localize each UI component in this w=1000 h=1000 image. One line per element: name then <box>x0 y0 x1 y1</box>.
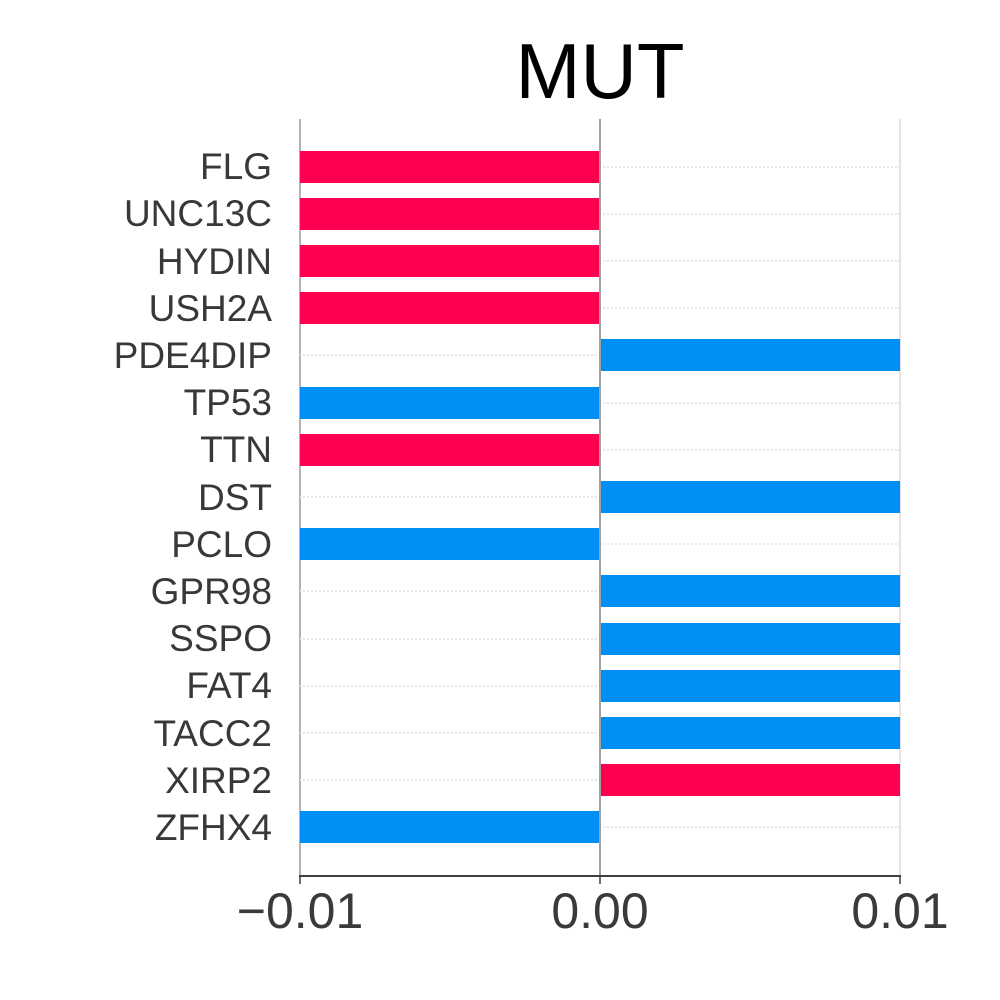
row-plot-cell <box>300 757 900 804</box>
plot-area: FLG UNC13C HYDIN USH2A PDE4DIP TP53 TTN DST PCLO… <box>0 119 1000 875</box>
bar-zfhx4 <box>300 811 600 844</box>
chart-row: FAT4 <box>0 662 1000 709</box>
gene-label: FLG <box>200 146 272 188</box>
chart-row: DST <box>0 473 1000 520</box>
bar-pclo <box>300 528 600 561</box>
gene-label: XIRP2 <box>165 759 272 801</box>
chart-row: UNC13C <box>0 190 1000 237</box>
chart-row: TTN <box>0 426 1000 473</box>
chart-row: PCLO <box>0 521 1000 568</box>
gene-label: DST <box>198 476 272 518</box>
gene-label: TTN <box>200 429 272 471</box>
gene-label: GPR98 <box>150 570 272 612</box>
bar-xirp2 <box>600 764 900 797</box>
bar-tacc2 <box>600 717 900 750</box>
chart-row: XIRP2 <box>0 757 1000 804</box>
bar-pde4dip <box>600 339 900 372</box>
x-tick-label-minus-0-01: −0.01 <box>236 883 364 939</box>
row-plot-cell <box>300 237 900 284</box>
gene-label: TACC2 <box>153 712 272 754</box>
row-plot-cell <box>300 285 900 332</box>
chart-row: TP53 <box>0 379 1000 426</box>
chart-row: GPR98 <box>0 568 1000 615</box>
gene-label: SSPO <box>169 618 272 660</box>
bar-tp53 <box>300 386 600 419</box>
bar-gpr98 <box>600 575 900 608</box>
row-plot-cell <box>300 615 900 662</box>
x-tick-label-plus-0-01: 0.01 <box>851 883 949 939</box>
x-axis-line <box>299 875 901 884</box>
chart-title: MUT <box>515 27 685 115</box>
chart-row: USH2A <box>0 285 1000 332</box>
gene-label: PDE4DIP <box>113 334 272 376</box>
chart-rows: FLG UNC13C HYDIN USH2A PDE4DIP TP53 TTN DST PCLO… <box>0 119 1000 875</box>
gene-label: TP53 <box>183 382 272 424</box>
chart-row: SSPO <box>0 615 1000 662</box>
bar-dst <box>600 481 900 514</box>
bar-hydin <box>300 245 600 277</box>
chart-row: TACC2 <box>0 709 1000 756</box>
bar-fat4 <box>600 669 900 702</box>
bar-ttn <box>300 433 600 466</box>
x-tick-label-zero: 0.00 <box>551 883 649 939</box>
gene-label: UNC13C <box>123 193 272 235</box>
gene-label: FAT4 <box>186 665 272 707</box>
bar-flg <box>300 150 600 183</box>
gridline-zero <box>599 119 601 875</box>
chart-row: HYDIN <box>0 237 1000 284</box>
bar-sspo <box>600 622 900 655</box>
gene-label: USH2A <box>148 287 272 329</box>
gene-label: ZFHX4 <box>154 806 272 848</box>
x-axis-tick-plus-0-01 <box>899 877 901 884</box>
chart-row: ZFHX4 <box>0 804 1000 851</box>
gene-label: HYDIN <box>156 240 272 282</box>
chart-row: FLG <box>0 143 1000 190</box>
x-axis-tick-zero <box>599 877 601 884</box>
gene-label: PCLO <box>171 523 272 565</box>
gridline-plus-0-01 <box>899 119 901 875</box>
x-axis-tick-minus-0-01 <box>299 877 301 884</box>
bar-ush2a <box>300 292 600 325</box>
bar-unc13c <box>300 197 600 230</box>
chart-row: PDE4DIP <box>0 332 1000 379</box>
